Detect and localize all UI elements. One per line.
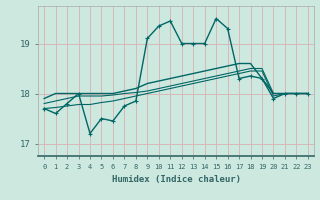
X-axis label: Humidex (Indice chaleur): Humidex (Indice chaleur) bbox=[111, 175, 241, 184]
